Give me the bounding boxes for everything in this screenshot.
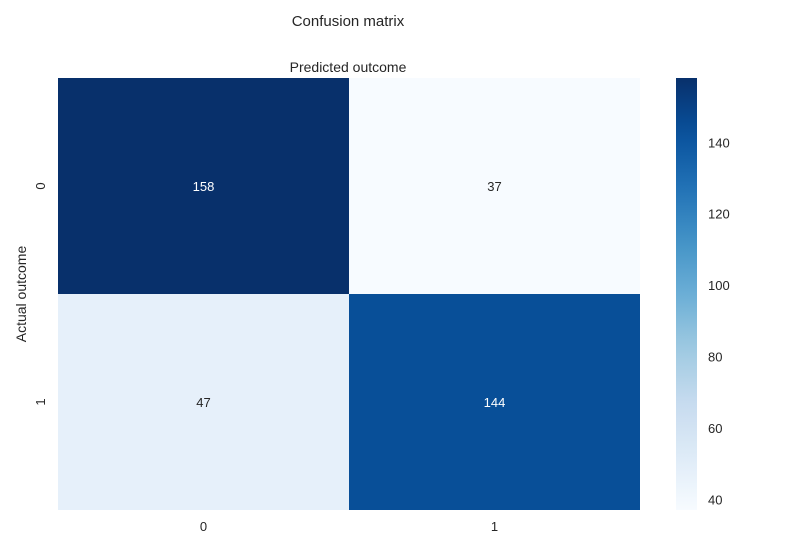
colorbar-tick-label: 40 [708, 492, 722, 507]
x-tick-label: 1 [491, 519, 498, 534]
heatmap-cell [58, 294, 349, 510]
y-tick-label: 0 [33, 182, 48, 189]
heatmap-cell [58, 78, 349, 294]
colorbar-tick-label: 100 [708, 278, 730, 293]
colorbar-tick-label: 140 [708, 135, 730, 150]
cell-value-label: 144 [484, 395, 506, 410]
chart-title: Confusion matrix [292, 13, 405, 30]
cell-value-label: 37 [487, 179, 501, 194]
x-tick-label: 0 [200, 519, 207, 534]
y-tick-label: 1 [33, 398, 48, 405]
colorbar-tick-label: 80 [708, 349, 722, 364]
y-tick-labels: 01 [33, 182, 48, 405]
x-axis-label: Predicted outcome [290, 59, 407, 75]
heatmap-cell [349, 78, 640, 294]
heatmap-cell [349, 294, 640, 510]
cell-value-label: 158 [193, 179, 215, 194]
y-axis-label: Actual outcome [13, 246, 29, 343]
cell-value-label: 47 [196, 395, 210, 410]
colorbar-gradient [676, 78, 697, 510]
colorbar-tick-label: 120 [708, 207, 730, 222]
colorbar-tick-label: 60 [708, 421, 722, 436]
colorbar: 40 60 80 100 120 140 [676, 78, 730, 510]
heatmap-cells: 158 37 47 144 [58, 78, 640, 510]
